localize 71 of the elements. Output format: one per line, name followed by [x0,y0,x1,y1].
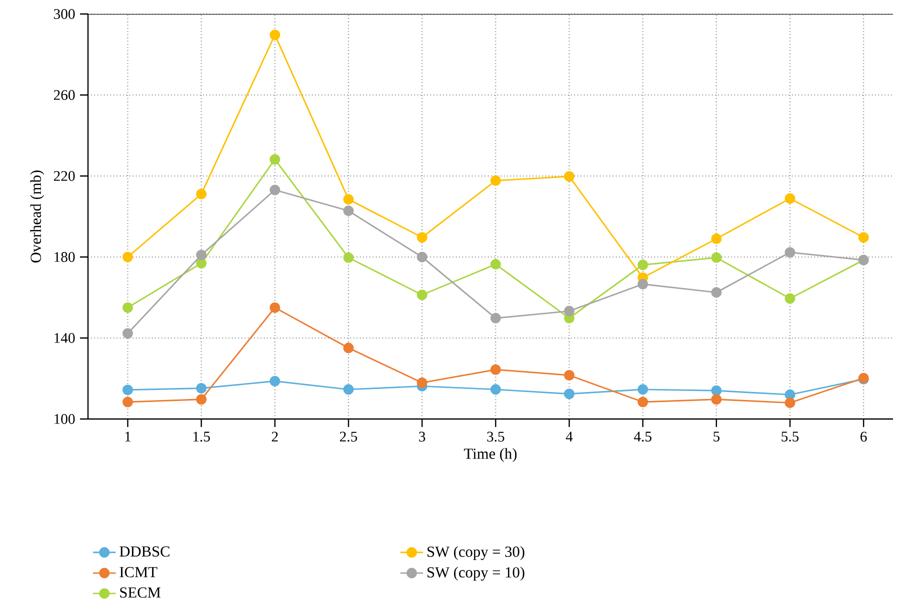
point [711,252,722,263]
point [784,193,796,204]
point [343,384,354,395]
point [416,252,428,262]
y-tick-label: 140 [54,333,75,343]
point [270,30,280,40]
point [270,302,280,313]
y-axis-title: Overhead (mb) [30,170,44,262]
legend-label: SECM [120,587,160,598]
point [122,396,134,408]
point [784,293,796,304]
point [122,384,134,396]
point [416,290,428,300]
point [564,306,575,316]
point [196,250,207,260]
legend-label: ICMT [120,566,158,578]
y-tick-label: 300 [54,9,75,19]
x-tick-label: 5 [714,432,720,442]
point [564,370,575,381]
point [196,394,207,405]
point [270,184,280,196]
legend-label: SW (copy = 10) [428,566,524,581]
point [196,258,207,269]
point [564,171,575,182]
point [711,234,722,244]
point [490,259,501,270]
x-tick-label: 4 [566,432,573,442]
point [196,382,207,394]
point [638,278,648,290]
point [711,385,722,396]
y-tick-label: 260 [54,90,75,100]
point [711,394,722,405]
point [638,396,648,408]
point [711,287,722,298]
point [343,342,354,354]
point [858,232,869,243]
legend-label: SW (copy = 30) [428,546,524,560]
point [490,364,501,375]
point [490,175,501,186]
point [490,312,501,324]
x-axis-title: Time (h) [464,448,517,462]
point [270,154,280,165]
x-tick-label: 3.5 [487,432,504,442]
y-tick-label: 100 [54,414,75,424]
y-tick-label: 220 [54,171,75,181]
point [416,232,428,243]
point [343,194,354,205]
point [122,328,134,339]
point [638,260,648,270]
point [490,384,501,395]
point [343,252,354,263]
x-tick-label: 6 [860,432,867,442]
x-tick-label: 4.5 [634,432,652,442]
point [122,252,134,262]
point [564,388,575,400]
point [196,188,207,200]
point [784,247,796,258]
x-tick-label: 1.5 [193,432,210,442]
legend-label: DDBSC [120,546,170,557]
x-tick-label: 2 [272,432,278,442]
x-tick-label: 1 [125,432,131,442]
point [270,376,280,386]
point [343,206,354,216]
point [416,377,428,388]
y-tick-label: 180 [54,252,75,262]
point [638,384,648,395]
x-tick-label: 5.5 [782,432,799,442]
x-tick-label: 2.5 [340,432,358,442]
x-tick-label: 3 [419,432,426,442]
point [122,302,134,313]
point [784,398,796,408]
